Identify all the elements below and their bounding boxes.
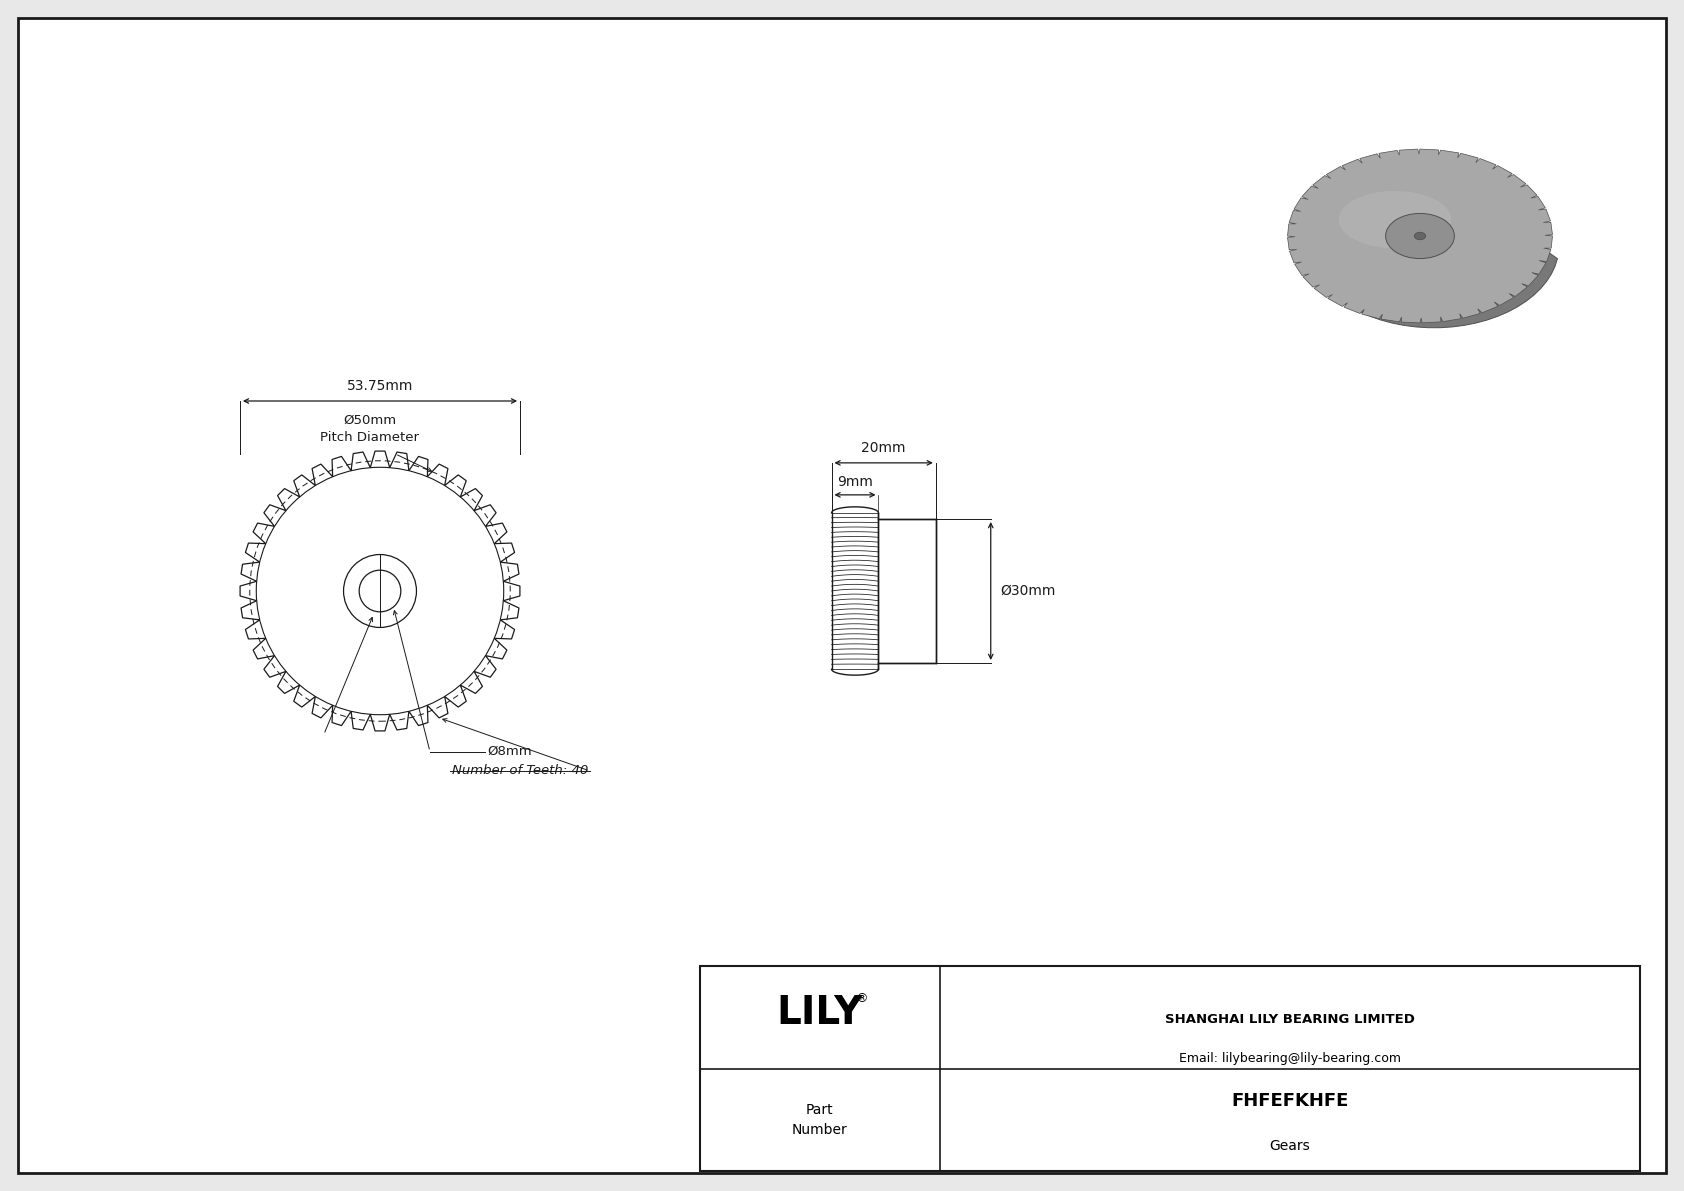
Text: 53.75mm: 53.75mm [347, 379, 413, 393]
Ellipse shape [1386, 213, 1455, 258]
Text: Number of Teeth: 40: Number of Teeth: 40 [451, 765, 588, 778]
Text: 9mm: 9mm [837, 475, 872, 488]
Text: Ø8mm: Ø8mm [487, 746, 532, 759]
Polygon shape [1288, 149, 1553, 323]
Bar [701, 966, 1640, 1171]
Text: Gears: Gears [1270, 1140, 1310, 1153]
Text: SHANGHAI LILY BEARING LIMITED: SHANGHAI LILY BEARING LIMITED [1165, 1012, 1415, 1025]
Text: 20mm: 20mm [862, 441, 906, 455]
Text: Ø30mm: Ø30mm [1000, 584, 1056, 598]
Text: LILY: LILY [776, 994, 862, 1033]
Ellipse shape [1339, 191, 1452, 248]
Text: FHFEFKHFE: FHFEFKHFE [1231, 1092, 1349, 1110]
Polygon shape [1297, 249, 1558, 328]
Text: Ø50mm
Pitch Diameter: Ø50mm Pitch Diameter [320, 413, 419, 444]
Text: ®: ® [855, 992, 867, 1005]
Text: Email: lilybearing@lily-bearing.com: Email: lilybearing@lily-bearing.com [1179, 1052, 1401, 1065]
Text: Part
Number: Part Number [791, 1103, 847, 1136]
Bar [879, 519, 936, 663]
Ellipse shape [1415, 232, 1426, 239]
